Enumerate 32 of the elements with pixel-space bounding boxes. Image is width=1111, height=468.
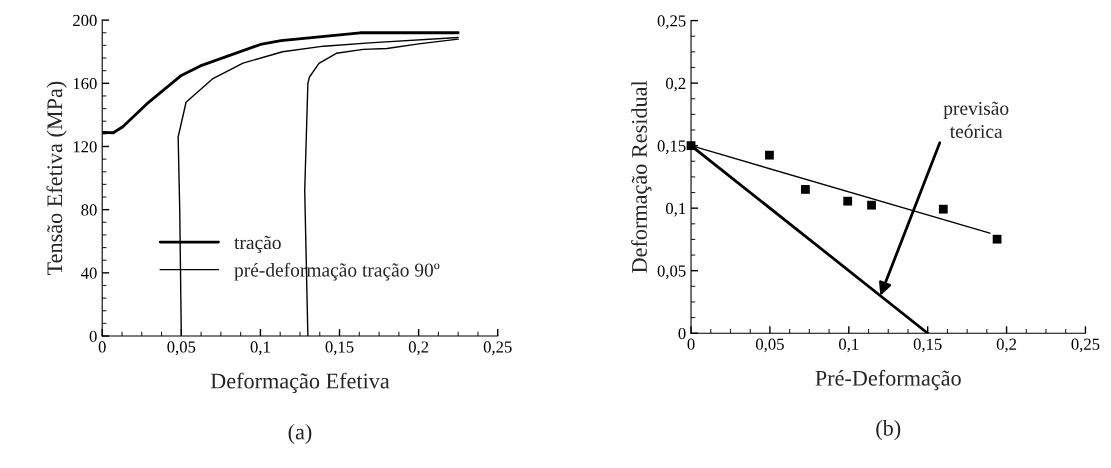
y-axis-title: Tensão Efetiva (MPa) xyxy=(46,81,67,276)
x-tick-label: 0,15 xyxy=(325,341,354,356)
x-tick-label: 0 xyxy=(687,338,695,350)
x-tick-label: 0 xyxy=(98,341,106,353)
text: (b) xyxy=(876,420,901,441)
x-tick-label: 0,05 xyxy=(755,338,784,353)
x-axis-title: Deformação Efetiva xyxy=(210,372,390,394)
annotation: previsão teórica xyxy=(943,101,1009,138)
y-tick-label: 80 xyxy=(81,204,97,216)
y-tick-label: 0,15 xyxy=(657,140,686,154)
y-tick-label: 120 xyxy=(73,141,97,153)
y-tick-label: 160 xyxy=(73,78,97,90)
y-tick-label: 0,05 xyxy=(657,265,686,280)
y-axis-title: Deformação Residual xyxy=(631,80,652,273)
y-tick-label: 0 xyxy=(678,327,686,340)
x-tick-label: 0,25 xyxy=(483,341,512,356)
y-tick-label: 0,25 xyxy=(657,15,686,29)
x-axis-title: Pré-Deformação xyxy=(815,369,961,391)
legend-label: tração xyxy=(234,235,281,254)
y-tick-label: 0,2 xyxy=(665,77,686,92)
x-tick-label: 0,2 xyxy=(408,341,429,356)
y-tick-label: 0,1 xyxy=(665,202,686,217)
x-tick-label: 0,25 xyxy=(1071,338,1100,353)
text: (a) xyxy=(288,423,312,445)
y-tick-label: 40 xyxy=(81,267,97,279)
y-tick-label: 0 xyxy=(89,330,97,342)
x-tick-label: 0,1 xyxy=(250,341,270,356)
x-tick-label: 0,2 xyxy=(996,338,1017,353)
x-tick-label: 0,1 xyxy=(839,338,859,353)
x-tick-label: 0,05 xyxy=(167,341,196,356)
y-tick-label: 200 xyxy=(73,14,97,27)
x-tick-label: 0,15 xyxy=(913,338,942,353)
